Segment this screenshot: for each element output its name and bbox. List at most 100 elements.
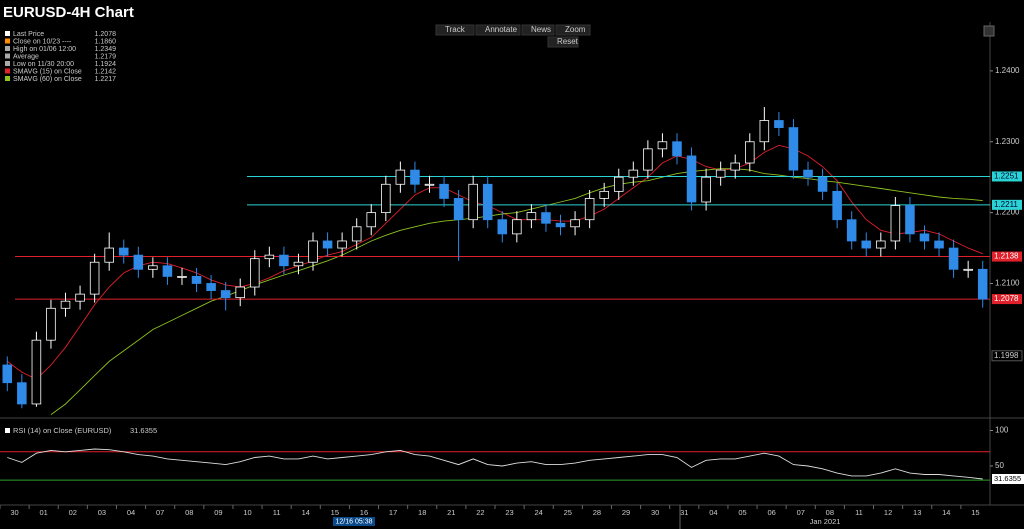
toolbar-button[interactable] (435, 24, 475, 36)
x-tick-label: 22 (476, 508, 484, 517)
candle-body (876, 240, 886, 249)
x-tick-label: 25 (564, 508, 572, 517)
rsi-tick-label: 50 (995, 461, 1004, 470)
x-tick-label: 10 (243, 508, 251, 517)
x-tick-label: 15 (331, 508, 339, 517)
candle-body (541, 212, 551, 224)
x-tick-label: 04 (127, 508, 135, 517)
y-tick-label: 1.2400 (995, 66, 1020, 75)
legend-value: 1.2179 (95, 53, 117, 60)
candle-body (497, 219, 508, 235)
toolbar-label[interactable]: Zoom (565, 25, 586, 34)
options-icon[interactable] (983, 25, 995, 37)
legend-label: SMAVG (60) on Close (13, 76, 82, 83)
candle-body (919, 233, 930, 242)
x-tick-label: 08 (185, 508, 193, 517)
toolbar-label[interactable]: Reset (557, 37, 579, 46)
candle-body (148, 265, 158, 270)
candle-body (745, 141, 755, 164)
toolbar-button[interactable] (521, 24, 555, 36)
legend-value: 1.1924 (95, 61, 117, 68)
legend-swatch (5, 53, 10, 59)
candle-body (46, 307, 56, 341)
candle-body (715, 169, 726, 178)
x-tick-label: 14 (942, 508, 950, 517)
candle-body (599, 190, 609, 199)
toolbar-button[interactable] (475, 24, 521, 36)
candle-body (555, 222, 566, 228)
candle-body (162, 265, 173, 277)
candle-body (584, 198, 595, 221)
price-tag (991, 350, 1023, 362)
candle-body (788, 127, 799, 171)
candle-body (104, 247, 114, 263)
x-tick-label: 16 (360, 508, 368, 517)
candle-body (672, 141, 682, 157)
legend-value: 1.1860 (95, 38, 117, 45)
x-tick-label: 11 (855, 508, 863, 517)
y-tick-label: 1.2300 (995, 137, 1020, 146)
candle-body (337, 240, 347, 249)
level-tag-label: 1.2078 (994, 294, 1019, 303)
candle-body (279, 254, 289, 267)
toolbar-button[interactable] (547, 36, 579, 48)
candle-body (759, 120, 770, 143)
toolbar-label[interactable]: Track (445, 25, 466, 34)
candle-body (264, 254, 275, 260)
x-tick-label: 28 (593, 508, 601, 517)
candle-body (89, 261, 100, 295)
legend-label: SMAVG (15) on Close (13, 68, 82, 75)
candle-body (657, 141, 668, 150)
toolbar-label[interactable]: News (531, 25, 551, 34)
candle-body (424, 183, 435, 186)
legend-label: Last Price (13, 31, 44, 38)
candle-body (468, 183, 478, 221)
candle-body (250, 258, 260, 288)
rsi-tag (992, 474, 1024, 485)
candle-body (235, 286, 245, 299)
legend-label: Average (13, 53, 39, 60)
candle-body (890, 205, 901, 242)
x-tick-label: 14 (302, 508, 310, 517)
level-tag-label: 1.2138 (994, 252, 1019, 261)
level-tag (992, 251, 1022, 262)
legend-value: 1.2142 (95, 68, 117, 75)
candle-body (628, 169, 639, 178)
year-label: Jan 2021 (810, 517, 841, 526)
candle-body (322, 240, 333, 249)
candle-body (75, 293, 85, 302)
y-tick-label: 1.2200 (995, 208, 1020, 217)
x-tick-label: 13 (913, 508, 921, 517)
candle-body (948, 247, 959, 270)
toolbar-button[interactable] (555, 24, 591, 36)
x-tick-label: 23 (505, 508, 513, 517)
candle-body (613, 176, 624, 192)
legend-value: 1.2217 (95, 76, 117, 83)
candle-body (293, 261, 304, 267)
candle-body (934, 240, 944, 249)
level-tag-label: 1.2251 (994, 172, 1019, 181)
x-tick-label: 03 (98, 508, 106, 517)
level-tag (992, 294, 1022, 305)
x-tick-label: 09 (214, 508, 222, 517)
x-tick-label: 08 (826, 508, 834, 517)
legend-label: Low on 11/30 20:00 (13, 61, 74, 68)
x-tick-label: 12 (884, 508, 892, 517)
level-tag-label: 1.2211 (994, 200, 1018, 209)
legend-swatch (5, 38, 10, 44)
candle-body (366, 212, 377, 228)
legend-swatch (5, 61, 10, 66)
toolbar-label[interactable]: Annotate (485, 25, 518, 34)
crosshair-tag (333, 517, 375, 526)
candle-body (570, 219, 580, 228)
legend-swatch (5, 68, 10, 74)
candle-body (31, 339, 42, 405)
x-tick-label: 31 (680, 508, 688, 517)
x-tick-label: 01 (40, 508, 48, 517)
rsi-line (7, 448, 983, 480)
legend-value: 1.2078 (95, 31, 117, 38)
candle-body (410, 169, 420, 185)
x-tick-label: 15 (971, 508, 979, 517)
